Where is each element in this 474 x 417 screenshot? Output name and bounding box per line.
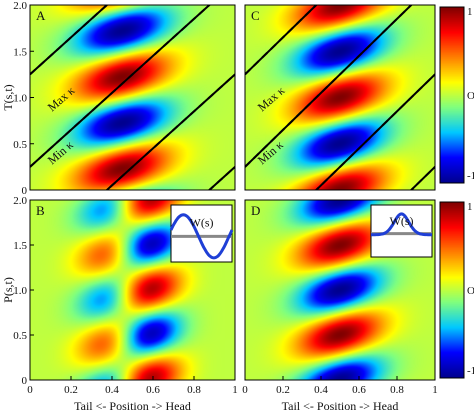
- y-tick-label: 0: [22, 185, 28, 197]
- panel-label: C: [251, 8, 260, 23]
- heatmap-a: [30, 5, 235, 190]
- w-curve: [371, 212, 432, 237]
- x-axis-label: Tail <- Position -> Head: [74, 399, 191, 413]
- x-tick-label: 0.6: [146, 384, 160, 396]
- x-tick-label: 0.2: [276, 384, 290, 396]
- x-axis-label: Tail <- Position -> Head: [282, 399, 399, 413]
- y-axis-label: T(s,t): [1, 84, 15, 110]
- plot-frame: [244, 4, 436, 191]
- min-kappa-line: [245, 5, 413, 168]
- x-tick-label: 0.8: [187, 384, 201, 396]
- max-kappa-line: [245, 5, 318, 76]
- min-kappa-line: [314, 73, 435, 190]
- colorbar-tick-label: -1: [467, 170, 474, 182]
- x-tick-label: 0.2: [64, 384, 78, 396]
- x-tick-label: 0.6: [352, 384, 366, 396]
- w-inset: W(s): [370, 204, 433, 258]
- y-tick-label: 1.0: [13, 93, 27, 105]
- panel-label: A: [36, 8, 46, 23]
- x-tick-label: 0.8: [390, 384, 404, 396]
- colorbar-tick-label: O: [467, 285, 474, 297]
- y-tick-label: 0: [22, 375, 28, 387]
- plot-frame: [244, 199, 436, 381]
- max-kappa-line: [30, 5, 109, 76]
- colorbar-tick-label: 1: [467, 6, 473, 18]
- w-label: W(s): [190, 216, 214, 230]
- heatmap-c: [245, 5, 435, 190]
- panel-label: D: [251, 203, 260, 218]
- w-label: W(s): [390, 214, 414, 228]
- x-tick-label: 0: [27, 384, 33, 396]
- colorbar-tick-label: -1: [467, 365, 474, 377]
- colorbar-bottom: 1 O -1: [439, 201, 474, 379]
- panel-d: D 0 0.2 0.4 0.6 0.8 1 Tail <- Position -> Head W…: [242, 199, 438, 413]
- y-tick-label: 0.5: [13, 139, 27, 151]
- y-tick-label: 0.5: [13, 330, 27, 342]
- y-tick-label: 1.0: [13, 285, 27, 297]
- y-tick-label: 2.0: [13, 195, 27, 207]
- x-tick-label: 0.4: [314, 384, 328, 396]
- colorbars: 1 O -1 1 O -1: [439, 6, 474, 379]
- colorbar-tick-label: O: [467, 90, 474, 102]
- y-tick-label: 1.5: [13, 46, 27, 58]
- y-tick-label: 2.0: [13, 0, 27, 12]
- min-kappa-line: [105, 73, 235, 190]
- y-axis-label: P(s,t): [1, 277, 15, 303]
- panel-b: B 0 0.5 1.0 1.5 2.0 P(s,t) 0 0.2 0.4 0.6 0.8 1 Tail <…: [1, 195, 238, 413]
- x-tick-label: 0: [242, 384, 248, 396]
- panel-label: B: [36, 203, 45, 218]
- x-tick-label: 1: [232, 384, 238, 396]
- x-tick-label: 0.4: [105, 384, 119, 396]
- y-tick-label: 1.5: [13, 240, 27, 252]
- w-inset: W(s): [169, 204, 234, 263]
- colorbar-top: 1 O -1: [439, 6, 474, 184]
- colorbar-tick-label: 1: [467, 201, 473, 213]
- min-kappa-line: [30, 5, 211, 168]
- x-tick-label: 1: [432, 384, 438, 396]
- w-curve: [169, 213, 234, 260]
